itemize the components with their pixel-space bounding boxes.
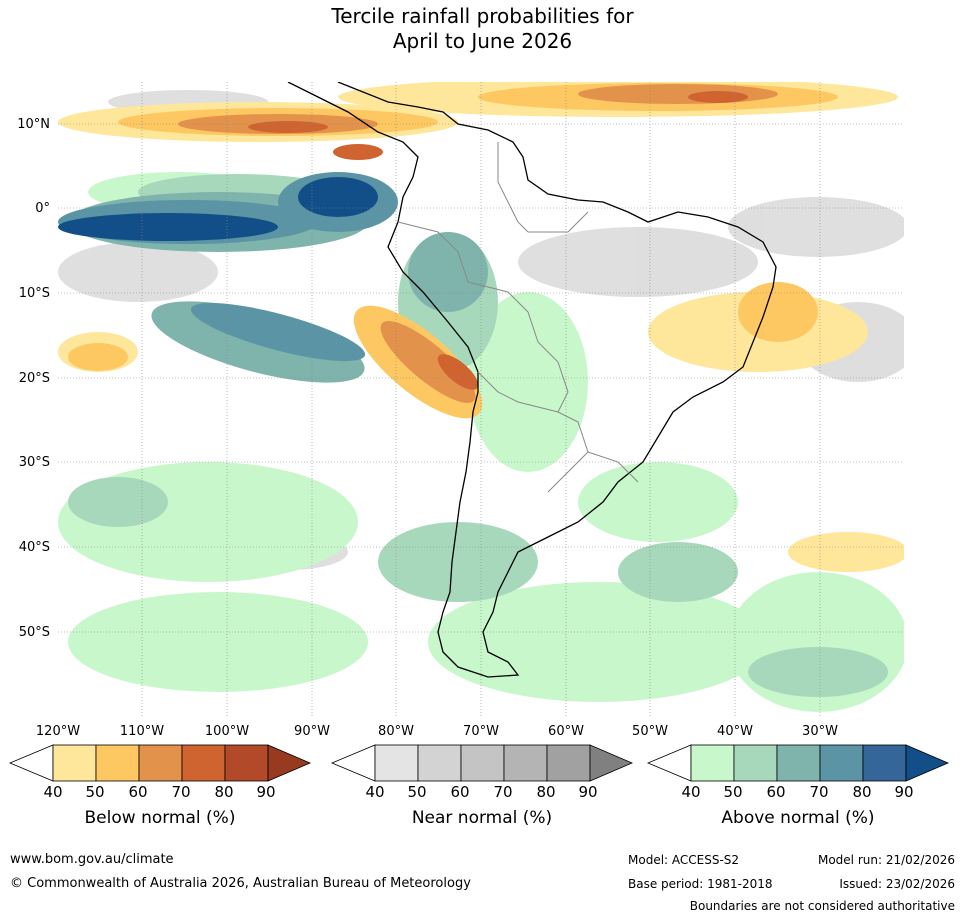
lat-label-30s: 30°S — [18, 455, 50, 470]
colorbar-segment — [417, 744, 462, 782]
colorbar-segment — [546, 744, 591, 782]
copyright-text: © Commonwealth of Australia 2026, Austra… — [10, 876, 471, 891]
model-name: Model: ACCESS-S2 — [628, 853, 740, 867]
boundaries-disclaimer: Boundaries are not considered authoritat… — [689, 899, 955, 913]
title-line-1: Tercile rainfall probabilities for — [331, 4, 634, 28]
cbar-tick: 60 — [766, 783, 786, 801]
lat-label-40s: 40°S — [18, 540, 50, 555]
lat-label-10s: 10°S — [18, 286, 50, 301]
colorbar-segment — [374, 744, 419, 782]
cbar-tick: 90 — [256, 783, 276, 801]
cbar-tick: 50 — [723, 783, 743, 801]
cbar-tick: 40 — [43, 783, 63, 801]
cbar-tick: 50 — [407, 783, 427, 801]
lat-label-50s: 50°S — [18, 625, 50, 640]
cbar-tick: 80 — [852, 783, 872, 801]
colorbar-segment — [181, 744, 226, 782]
colorbar-under-arrow — [330, 744, 376, 782]
lat-label-0: 0° — [35, 201, 50, 216]
cbar-tick: 50 — [85, 783, 105, 801]
colorbar-segment — [819, 744, 864, 782]
colorbar-segment — [733, 744, 778, 782]
bom-url-link[interactable]: www.bom.gov.au/climate — [10, 852, 174, 867]
lon-label-30w: 30°W — [802, 724, 838, 739]
colorbar-segment — [776, 744, 821, 782]
lon-label-100w: 100°W — [204, 724, 250, 739]
cbar-tick: 70 — [171, 783, 191, 801]
lat-label-10n: 10°N — [17, 117, 50, 132]
graticule — [58, 82, 904, 716]
colorbar-segment — [460, 744, 505, 782]
above-normal-caption: Above normal (%) — [721, 808, 875, 828]
cbar-tick: 80 — [536, 783, 556, 801]
cbar-tick: 90 — [894, 783, 914, 801]
issued-date: Issued: 23/02/2026 — [839, 877, 955, 891]
lon-label-40w: 40°W — [717, 724, 753, 739]
model-run-date: Model run: 21/02/2026 — [817, 853, 955, 867]
lon-label-80w: 80°W — [378, 724, 414, 739]
colorbar-segment — [862, 744, 907, 782]
map-title: Tercile rainfall probabilities for April… — [0, 4, 965, 54]
near-normal-caption: Near normal (%) — [411, 808, 553, 828]
cbar-tick: 70 — [809, 783, 829, 801]
lon-label-110w: 110°W — [119, 724, 165, 739]
cbar-tick: 40 — [365, 783, 385, 801]
lon-label-90w: 90°W — [294, 724, 330, 739]
colorbar-over-arrow — [267, 744, 312, 782]
cbar-tick: 40 — [681, 783, 701, 801]
lon-label-70w: 70°W — [463, 724, 499, 739]
probability-map — [58, 82, 904, 716]
colorbar-over-arrow — [589, 744, 634, 782]
colorbar-segment — [95, 744, 140, 782]
title-line-2: April to June 2026 — [392, 29, 573, 53]
above-normal-colorbar — [646, 744, 950, 782]
cbar-tick: 60 — [128, 783, 148, 801]
lon-label-50w: 50°W — [632, 724, 668, 739]
cbar-tick: 70 — [493, 783, 513, 801]
colorbar-segment — [138, 744, 183, 782]
base-period: Base period: 1981-2018 — [628, 877, 773, 891]
colorbar-segment — [503, 744, 548, 782]
cbar-tick: 90 — [578, 783, 598, 801]
colorbar-segment — [690, 744, 735, 782]
south-america-coastline — [287, 82, 777, 678]
map-svg — [58, 82, 904, 716]
near-normal-colorbar — [330, 744, 634, 782]
above-normal-90-areas — [58, 177, 378, 241]
lat-label-20s: 20°S — [18, 371, 50, 386]
below-normal-colorbar — [8, 744, 312, 782]
lon-label-120w: 120°W — [35, 724, 81, 739]
colorbar-segment — [52, 744, 97, 782]
colorbar-segment — [224, 744, 269, 782]
colorbar-under-arrow — [646, 744, 692, 782]
colorbar-under-arrow — [8, 744, 54, 782]
below-normal-caption: Below normal (%) — [84, 808, 236, 828]
cbar-tick: 60 — [450, 783, 470, 801]
colorbar-over-arrow — [905, 744, 950, 782]
lon-label-60w: 60°W — [548, 724, 584, 739]
cbar-tick: 80 — [214, 783, 234, 801]
country-borders — [397, 142, 639, 493]
